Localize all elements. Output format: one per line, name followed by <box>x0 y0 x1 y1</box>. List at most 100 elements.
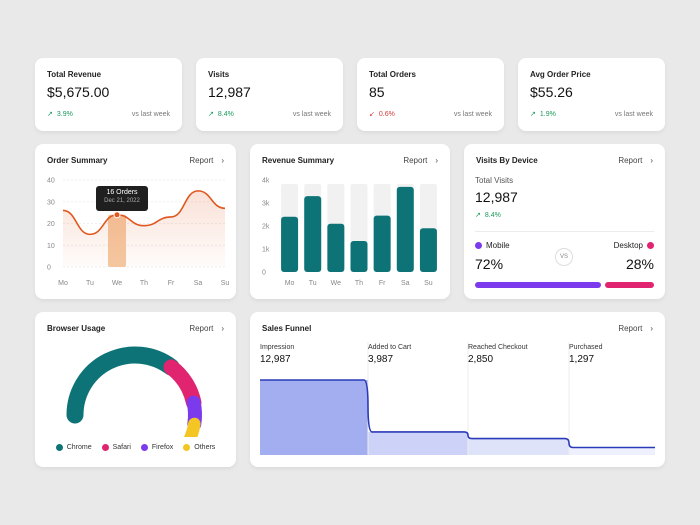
report-label: Report <box>403 156 428 165</box>
chevron-right-icon: › <box>650 156 653 165</box>
firefox-dot <box>140 444 148 451</box>
kpi-card-avg-order-price: Avg Order Price $55.26 ↗ 1.9% vs last wee… <box>518 58 665 131</box>
x-tick-label: Tu <box>86 280 94 287</box>
kpi-card-total-revenue: Total Revenue $5,675.00 ↗ 3.9% vs last we… <box>35 58 182 131</box>
chevron-right-icon: › <box>221 324 224 333</box>
arrow-up-right-icon: ↗ <box>475 212 481 219</box>
x-tick-label: Tu <box>309 280 317 287</box>
device-share-bar <box>475 282 654 288</box>
report-label: Report <box>618 324 643 333</box>
kpi-value: 12,987 <box>208 84 251 100</box>
y-tick-label: 3k <box>262 201 270 208</box>
funnel-step <box>368 431 468 455</box>
report-button[interactable]: Report › <box>618 324 653 333</box>
safari-dot <box>101 444 109 451</box>
kpi-card-total-orders: Total Orders 85 ↙ 0.6% vs last week <box>357 58 504 131</box>
legend-label: Safari <box>112 444 131 451</box>
browser-usage-chart <box>66 346 202 437</box>
desktop-dot <box>647 242 654 249</box>
funnel-stage-added-to-cart: Added to Cart 3,987 <box>368 344 411 365</box>
order-summary-chart: 0 10 20 30 40 Mo Tu We Th Fr Sa Su <box>47 178 229 288</box>
x-tick-label: Th <box>355 280 363 287</box>
kpi-delta: 0.6% <box>378 110 395 118</box>
y-tick-label: 0 <box>262 270 266 277</box>
report-label: Report <box>189 156 214 165</box>
series-line <box>62 190 226 236</box>
x-tick-label: Fr <box>168 280 175 287</box>
report-label: Report <box>618 156 643 165</box>
mobile-dot <box>475 242 482 249</box>
bar <box>419 228 437 272</box>
arrow-up-right-icon: ↗ <box>208 111 214 118</box>
kpi-value: $55.26 <box>530 84 573 100</box>
x-tick-label: Mo <box>58 280 68 287</box>
card-title: Order Summary <box>47 156 108 165</box>
report-button[interactable]: Report › <box>189 156 224 165</box>
kpi-title: Visits <box>208 70 230 79</box>
revenue-summary-card: Revenue Summary Report › 0 1k 2k 3k 4k Mo Tu We T… <box>250 144 450 299</box>
legend-label: Chrome <box>66 444 92 451</box>
stage-value: 1,297 <box>569 354 595 365</box>
card-title: Visits By Device <box>476 156 538 165</box>
bar <box>396 186 414 272</box>
vs-badge: VS <box>555 248 573 266</box>
stage-value: 2,850 <box>468 354 494 365</box>
y-tick-label: 40 <box>47 178 55 185</box>
kpi-title: Avg Order Price <box>530 70 591 79</box>
browser-legend: Chrome Safari Firefox Others <box>35 444 236 451</box>
sales-funnel-chart <box>260 342 655 455</box>
divider <box>475 231 654 232</box>
chevron-right-icon: › <box>435 156 438 165</box>
stage-label: Impression <box>260 344 295 351</box>
stage-value: 12,987 <box>260 354 291 365</box>
mobile-value: 72% <box>475 256 504 272</box>
report-button[interactable]: Report › <box>403 156 438 165</box>
kpi-value: 85 <box>369 84 385 100</box>
kpi-card-visits: Visits 12,987 ↗ 8.4% vs last week <box>196 58 343 131</box>
card-title: Sales Funnel <box>262 324 312 333</box>
chevron-right-icon: › <box>221 156 224 165</box>
legend-item-safari: Safari <box>101 444 131 451</box>
funnel-stage-purchased: Purchased 1,297 <box>569 344 602 365</box>
stage-label: Purchased <box>569 344 603 351</box>
mobile-label: Mobile <box>486 241 510 250</box>
y-tick-label: 0 <box>47 265 51 272</box>
visits-delta: 8.4% <box>484 211 501 219</box>
legend-item-firefox: Firefox <box>140 444 174 451</box>
x-tick-label: We <box>331 280 341 287</box>
legend-label: Others <box>194 444 216 451</box>
highlight-point <box>113 211 121 219</box>
funnel-line <box>260 379 655 449</box>
card-title: Revenue Summary <box>262 156 335 165</box>
legend-item-others: Others <box>183 444 215 451</box>
arrow-down-left-icon: ↙ <box>369 111 375 118</box>
stage-value: 3,987 <box>368 354 394 365</box>
chevron-right-icon: › <box>650 324 653 333</box>
report-button[interactable]: Report › <box>189 324 224 333</box>
browser-usage-card: Browser Usage Report › Chrome Safari Fire… <box>35 312 236 467</box>
report-label: Report <box>189 324 214 333</box>
x-tick-label: We <box>112 280 122 287</box>
kpi-title: Total Orders <box>369 70 416 79</box>
x-tick-label: Th <box>140 280 148 287</box>
slice-chrome <box>66 346 180 424</box>
tooltip-date: Dec 21, 2022 <box>104 198 140 204</box>
funnel-step <box>260 380 368 455</box>
y-tick-label: 2k <box>262 224 270 231</box>
kpi-note: vs last week <box>453 110 492 118</box>
report-button[interactable]: Report › <box>618 156 653 165</box>
revenue-summary-chart: 0 1k 2k 3k 4k Mo Tu We Th Fr Sa Su <box>262 178 437 287</box>
others-dot <box>183 444 191 451</box>
legend-label: Firefox <box>151 444 174 451</box>
funnel-stage-impression: Impression 12,987 <box>260 344 294 365</box>
tooltip-title: 16 Orders <box>106 189 138 196</box>
funnel-stage-reached-checkout: Reached Checkout 2,850 <box>468 344 528 365</box>
bar <box>373 215 391 272</box>
sales-funnel-card: Sales Funnel Report › Impression 12,987 A… <box>250 312 665 467</box>
stage-label: Added to Cart <box>368 344 412 351</box>
visits-by-device-card: Visits By Device Report › Total Visits 12… <box>464 144 665 299</box>
card-title: Browser Usage <box>47 324 106 333</box>
total-visits-value: 12,987 <box>475 189 518 205</box>
kpi-delta: 1.9% <box>539 110 556 118</box>
x-tick-label: Fr <box>379 280 386 287</box>
